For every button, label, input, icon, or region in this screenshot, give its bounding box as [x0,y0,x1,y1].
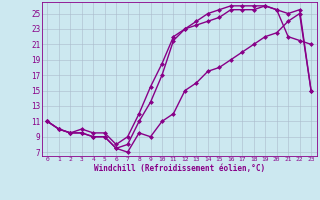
X-axis label: Windchill (Refroidissement éolien,°C): Windchill (Refroidissement éolien,°C) [94,164,265,173]
